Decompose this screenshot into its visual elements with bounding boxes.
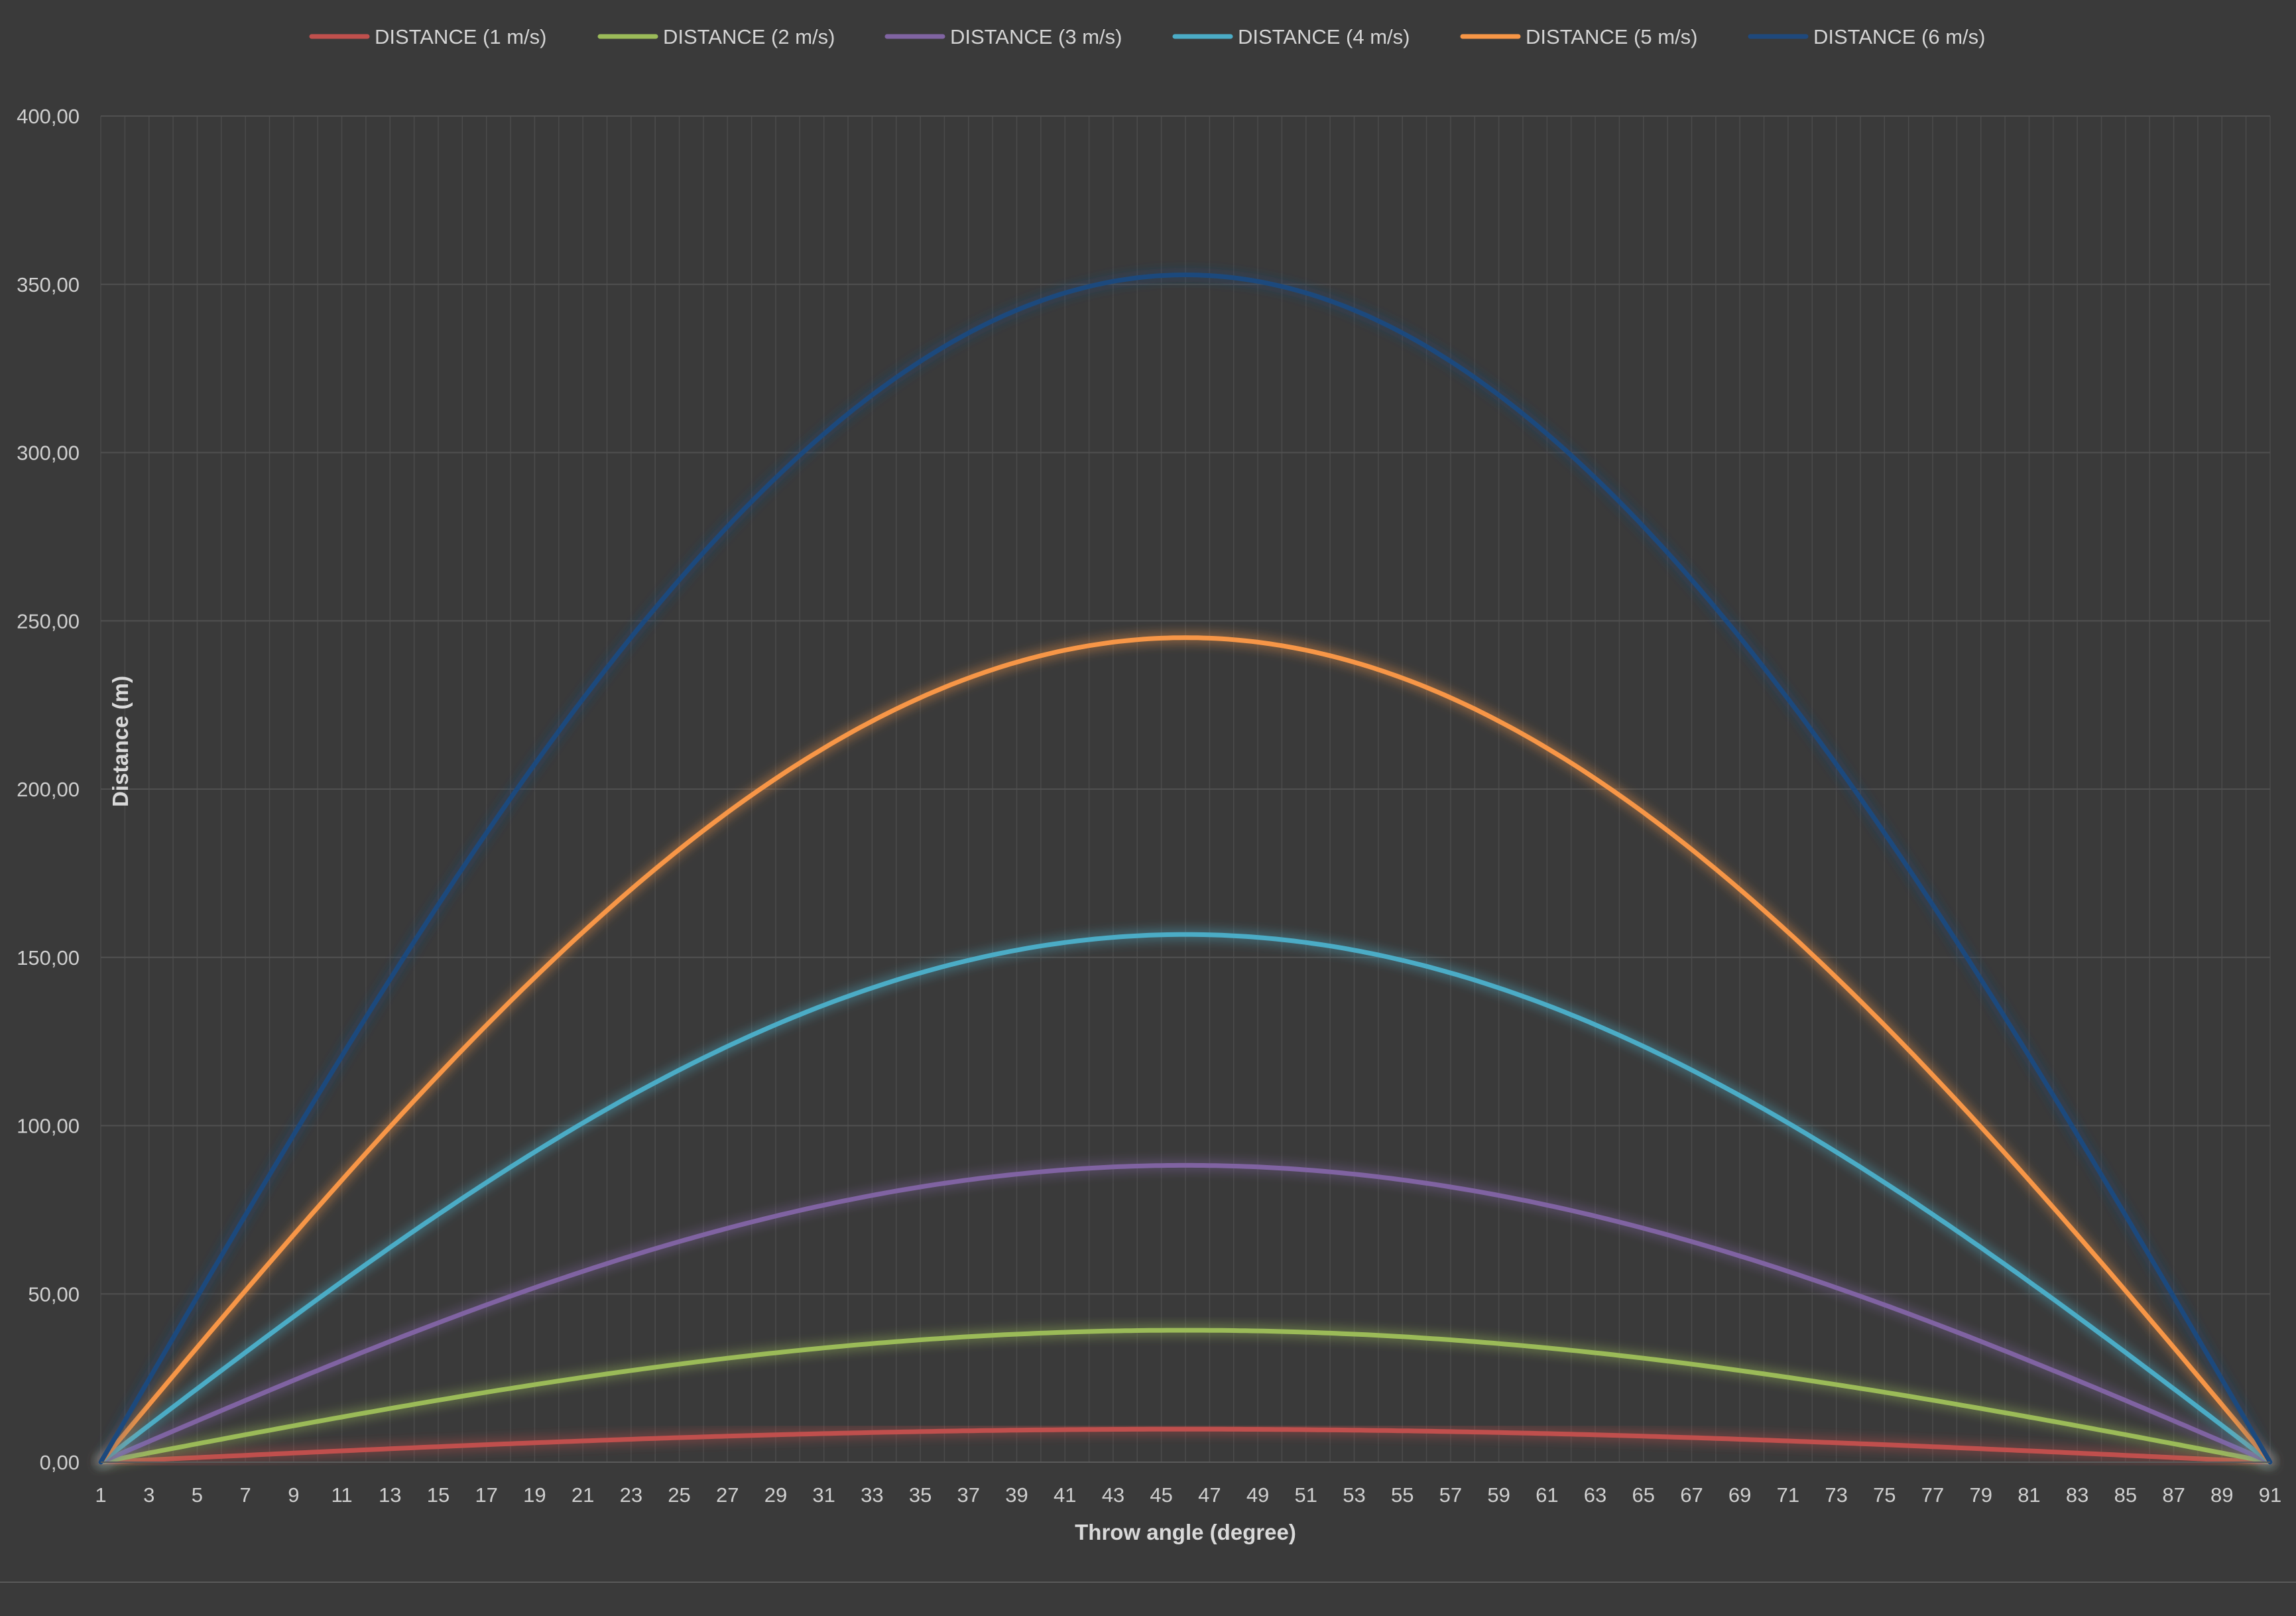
legend-item: DISTANCE (6 m/s) bbox=[1748, 25, 1986, 48]
x-tick-label: 67 bbox=[1680, 1483, 1703, 1507]
legend: DISTANCE (1 m/s) DISTANCE (2 m/s) DISTANCE… bbox=[309, 25, 1986, 48]
x-tick-label: 9 bbox=[288, 1483, 299, 1507]
x-tick-label: 25 bbox=[668, 1483, 690, 1507]
y-tick-label: 300,00 bbox=[17, 442, 80, 465]
x-tick-label: 37 bbox=[957, 1483, 980, 1507]
series-line-2 bbox=[98, 1328, 2273, 1465]
x-tick-label: 65 bbox=[1632, 1483, 1655, 1507]
legend-label: DISTANCE (2 m/s) bbox=[663, 25, 835, 48]
legend-item: DISTANCE (5 m/s) bbox=[1460, 25, 1698, 48]
y-tick-label: 200,00 bbox=[17, 778, 80, 801]
series-line-3 bbox=[98, 1162, 2273, 1465]
legend-label: DISTANCE (1 m/s) bbox=[375, 25, 547, 48]
x-tick-label: 53 bbox=[1343, 1483, 1365, 1507]
x-tick-label: 59 bbox=[1487, 1483, 1510, 1507]
x-axis-title: Throw angle (degree) bbox=[1075, 1520, 1296, 1544]
x-tick-label: 75 bbox=[1873, 1483, 1896, 1507]
y-axis-title: Distance (m) bbox=[108, 676, 133, 807]
series-line-1 bbox=[98, 1426, 2273, 1465]
x-tick-label: 5 bbox=[192, 1483, 203, 1507]
x-tick-label: 1 bbox=[95, 1483, 106, 1507]
x-tick-label: 15 bbox=[427, 1483, 450, 1507]
x-tick-label: 45 bbox=[1150, 1483, 1172, 1507]
y-axis-ticks: 0,00 50,00 100,00 150,00 200,00 250,00 300,00 3… bbox=[17, 105, 80, 1474]
y-tick-label: 350,00 bbox=[17, 273, 80, 296]
x-tick-label: 63 bbox=[1584, 1483, 1606, 1507]
x-tick-label: 55 bbox=[1391, 1483, 1414, 1507]
x-tick-label: 91 bbox=[2259, 1483, 2281, 1507]
x-tick-label: 43 bbox=[1102, 1483, 1124, 1507]
x-tick-label: 41 bbox=[1054, 1483, 1076, 1507]
x-tick-label: 57 bbox=[1439, 1483, 1462, 1507]
x-tick-label: 21 bbox=[572, 1483, 594, 1507]
y-tick-label: 250,00 bbox=[17, 609, 80, 633]
legend-label: DISTANCE (3 m/s) bbox=[950, 25, 1122, 48]
legend-item: DISTANCE (4 m/s) bbox=[1172, 25, 1410, 48]
x-tick-label: 39 bbox=[1005, 1483, 1028, 1507]
legend-item: DISTANCE (1 m/s) bbox=[309, 25, 547, 48]
series-line-6 bbox=[98, 272, 2273, 1465]
series-lines bbox=[98, 272, 2273, 1465]
x-tick-label: 31 bbox=[812, 1483, 835, 1507]
x-tick-label: 35 bbox=[909, 1483, 932, 1507]
y-tick-label: 400,00 bbox=[17, 105, 80, 128]
x-tick-label: 19 bbox=[523, 1483, 546, 1507]
y-tick-label: 100,00 bbox=[17, 1115, 80, 1138]
y-tick-label: 0,00 bbox=[40, 1451, 80, 1474]
x-tick-label: 11 bbox=[331, 1483, 352, 1507]
series-line-4 bbox=[98, 932, 2273, 1465]
legend-label: DISTANCE (4 m/s) bbox=[1238, 25, 1410, 48]
legend-label: DISTANCE (5 m/s) bbox=[1526, 25, 1698, 48]
x-tick-label: 71 bbox=[1777, 1483, 1799, 1507]
x-tick-label: 69 bbox=[1728, 1483, 1751, 1507]
x-tick-label: 87 bbox=[2162, 1483, 2185, 1507]
x-tick-label: 89 bbox=[2210, 1483, 2233, 1507]
x-tick-label: 29 bbox=[764, 1483, 787, 1507]
x-tick-label: 61 bbox=[1536, 1483, 1558, 1507]
x-tick-label: 49 bbox=[1246, 1483, 1269, 1507]
x-tick-label: 83 bbox=[2066, 1483, 2088, 1507]
x-tick-label: 85 bbox=[2114, 1483, 2137, 1507]
x-tick-label: 79 bbox=[1969, 1483, 1992, 1507]
x-tick-label: 7 bbox=[240, 1483, 251, 1507]
legend-label: DISTANCE (6 m/s) bbox=[1813, 25, 1986, 48]
x-tick-label: 17 bbox=[475, 1483, 497, 1507]
x-tick-label: 27 bbox=[716, 1483, 739, 1507]
x-tick-label: 47 bbox=[1198, 1483, 1221, 1507]
x-tick-label: 73 bbox=[1825, 1483, 1847, 1507]
x-tick-label: 81 bbox=[2018, 1483, 2040, 1507]
legend-item: DISTANCE (3 m/s) bbox=[884, 25, 1122, 48]
x-tick-label: 13 bbox=[379, 1483, 401, 1507]
series-line-5 bbox=[98, 635, 2273, 1465]
x-axis-ticks: 1 3 5 7 9 11 13 15 17 19 21 23 25 27 29 31 33 35 37 39 41 43 4… bbox=[95, 1483, 2281, 1507]
y-tick-label: 50,00 bbox=[28, 1282, 80, 1306]
x-tick-label: 23 bbox=[620, 1483, 642, 1507]
legend-item: DISTANCE (2 m/s) bbox=[597, 25, 835, 48]
x-tick-label: 77 bbox=[1921, 1483, 1944, 1507]
x-tick-label: 51 bbox=[1295, 1483, 1317, 1507]
gridlines bbox=[100, 115, 2271, 1463]
x-tick-label: 33 bbox=[861, 1483, 883, 1507]
y-tick-label: 150,00 bbox=[17, 946, 80, 969]
x-tick-label: 3 bbox=[143, 1483, 154, 1507]
